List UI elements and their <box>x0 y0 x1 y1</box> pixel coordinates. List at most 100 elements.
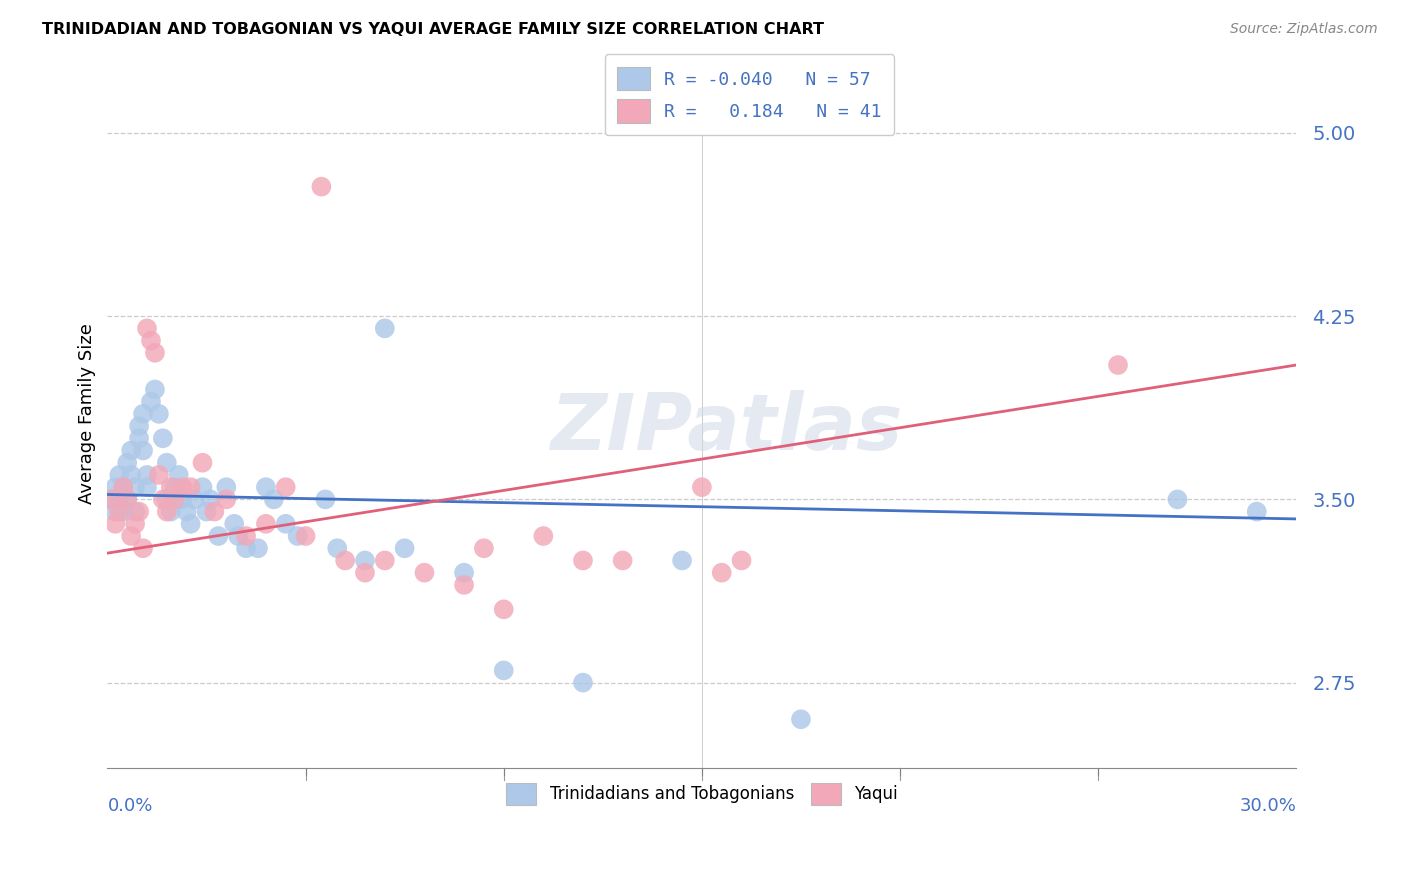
Point <box>136 467 159 482</box>
Point <box>710 566 733 580</box>
Point <box>183 492 205 507</box>
Point <box>104 505 127 519</box>
Point <box>128 419 150 434</box>
Point <box>246 541 269 556</box>
Point <box>1246 505 1268 519</box>
Point <box>180 516 202 531</box>
Point <box>531 529 554 543</box>
Point <box>453 566 475 580</box>
Text: TRINIDADIAN AND TOBAGONIAN VS YAQUI AVERAGE FAMILY SIZE CORRELATION CHART: TRINIDADIAN AND TOBAGONIAN VS YAQUI AVER… <box>42 22 824 37</box>
Point <box>472 541 495 556</box>
Point <box>112 480 135 494</box>
Point <box>254 480 277 494</box>
Point <box>235 541 257 556</box>
Point <box>115 456 138 470</box>
Point <box>124 480 146 494</box>
Point <box>413 566 436 580</box>
Point <box>274 516 297 531</box>
Point <box>176 505 198 519</box>
Point <box>104 480 127 494</box>
Point <box>128 505 150 519</box>
Point <box>108 467 131 482</box>
Point <box>200 492 222 507</box>
Point <box>104 516 127 531</box>
Point <box>354 566 377 580</box>
Point <box>132 443 155 458</box>
Point <box>172 492 194 507</box>
Point <box>139 334 162 348</box>
Point <box>112 480 135 494</box>
Point <box>263 492 285 507</box>
Point <box>143 383 166 397</box>
Point <box>314 492 336 507</box>
Point <box>1166 492 1188 507</box>
Point <box>202 505 225 519</box>
Point <box>394 541 416 556</box>
Point <box>100 492 122 507</box>
Point <box>195 505 218 519</box>
Point <box>172 480 194 494</box>
Point <box>354 553 377 567</box>
Point <box>612 553 634 567</box>
Point <box>790 712 813 726</box>
Point <box>128 431 150 445</box>
Point <box>159 505 181 519</box>
Point <box>163 480 186 494</box>
Point <box>112 505 135 519</box>
Text: 30.0%: 30.0% <box>1240 797 1296 815</box>
Point <box>124 505 146 519</box>
Point <box>294 529 316 543</box>
Point <box>690 480 713 494</box>
Y-axis label: Average Family Size: Average Family Size <box>79 324 96 504</box>
Point <box>374 321 396 335</box>
Point <box>572 675 595 690</box>
Point <box>115 492 138 507</box>
Point <box>156 456 179 470</box>
Point <box>115 492 138 507</box>
Point <box>167 467 190 482</box>
Point <box>180 480 202 494</box>
Point <box>163 492 186 507</box>
Point <box>132 541 155 556</box>
Point <box>124 516 146 531</box>
Point <box>139 394 162 409</box>
Point <box>156 492 179 507</box>
Text: ZIPatlas: ZIPatlas <box>550 390 901 466</box>
Point <box>224 516 246 531</box>
Point <box>152 492 174 507</box>
Point <box>287 529 309 543</box>
Point <box>136 480 159 494</box>
Point <box>492 664 515 678</box>
Point <box>1107 358 1129 372</box>
Point <box>235 529 257 543</box>
Point <box>120 467 142 482</box>
Point <box>374 553 396 567</box>
Point <box>132 407 155 421</box>
Point <box>148 407 170 421</box>
Point <box>143 346 166 360</box>
Point <box>108 492 131 507</box>
Point <box>572 553 595 567</box>
Point <box>215 492 238 507</box>
Point <box>274 480 297 494</box>
Point <box>148 467 170 482</box>
Point <box>108 505 131 519</box>
Point <box>136 321 159 335</box>
Point <box>152 431 174 445</box>
Point <box>335 553 357 567</box>
Text: Source: ZipAtlas.com: Source: ZipAtlas.com <box>1230 22 1378 37</box>
Text: 0.0%: 0.0% <box>107 797 153 815</box>
Point <box>100 492 122 507</box>
Point <box>730 553 752 567</box>
Point <box>492 602 515 616</box>
Point <box>311 179 333 194</box>
Point <box>120 443 142 458</box>
Point <box>120 529 142 543</box>
Point <box>671 553 693 567</box>
Point <box>191 480 214 494</box>
Point <box>159 480 181 494</box>
Point <box>453 578 475 592</box>
Point <box>156 505 179 519</box>
Point <box>326 541 349 556</box>
Point <box>207 529 229 543</box>
